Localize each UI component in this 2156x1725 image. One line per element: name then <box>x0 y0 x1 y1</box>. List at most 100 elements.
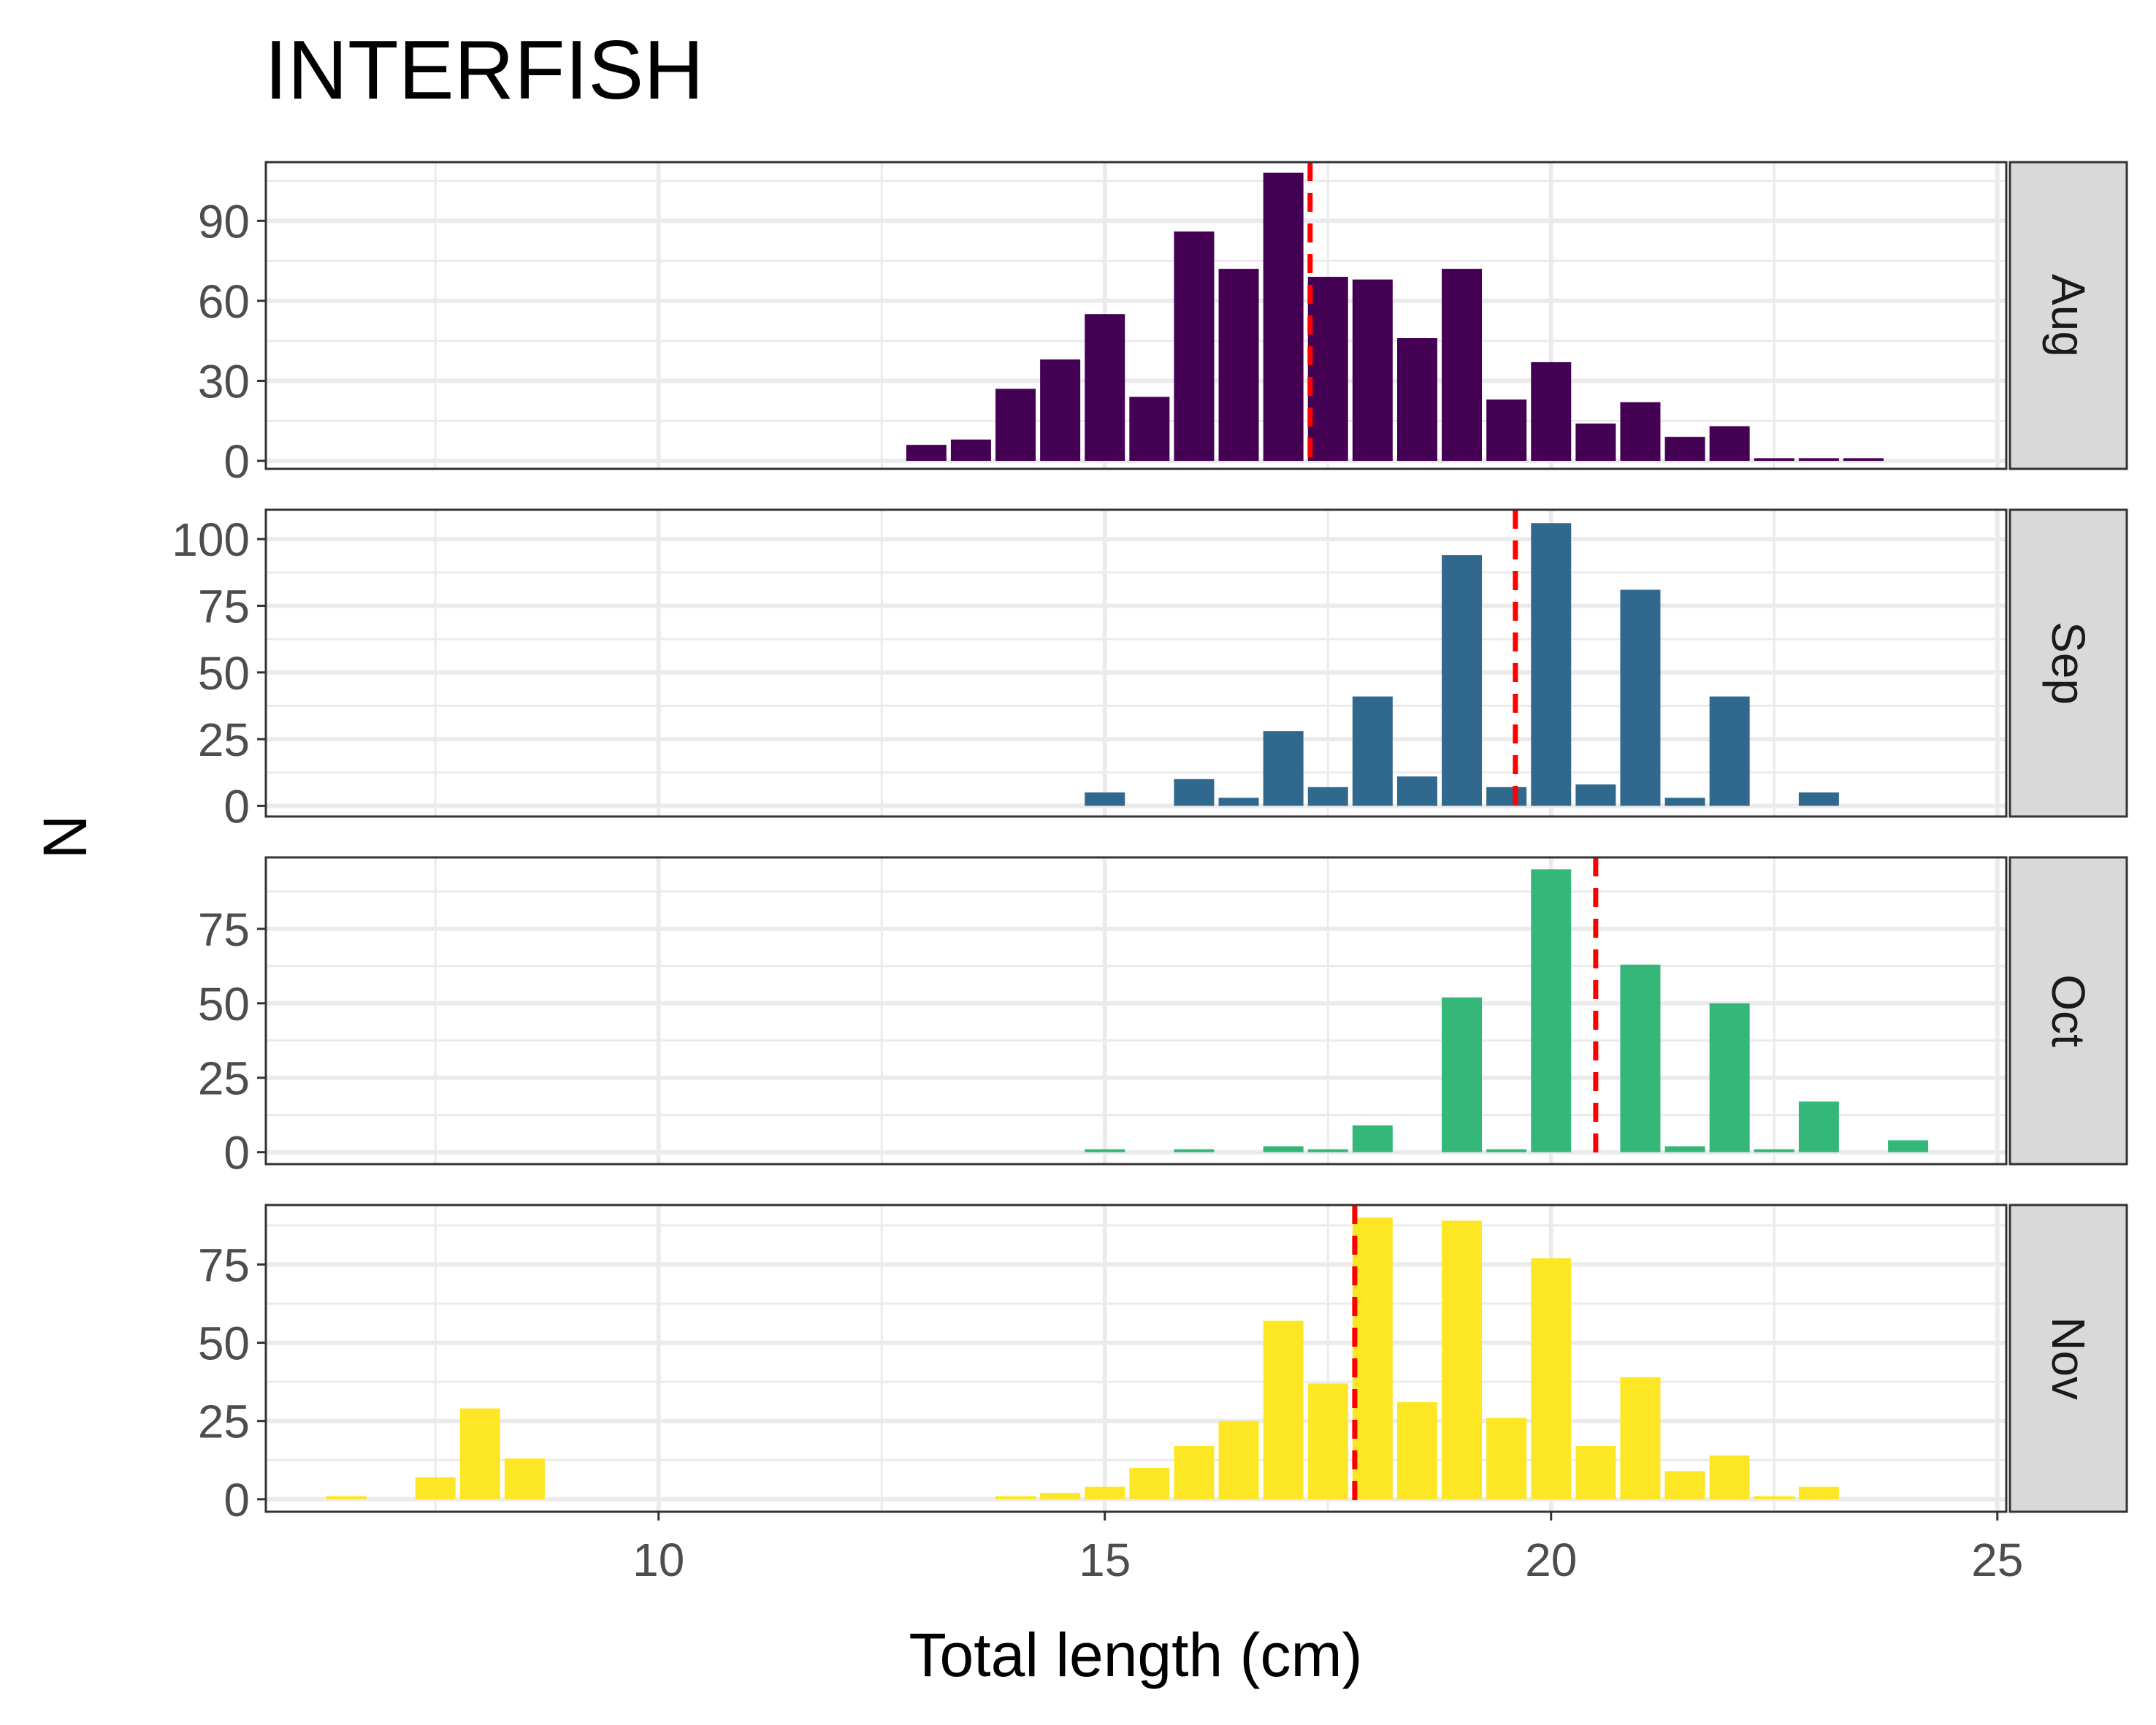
histogram-bar <box>1664 798 1705 806</box>
panel-border <box>264 1204 2008 1513</box>
histogram-bar <box>1396 1402 1437 1499</box>
histogram-bar <box>1352 1217 1393 1499</box>
y-tick-label: 75 <box>198 1239 250 1291</box>
histogram-bar <box>1263 1320 1304 1499</box>
histogram-bar <box>995 1496 1036 1499</box>
facet-strip <box>2008 508 2128 818</box>
histogram-bar <box>459 1408 500 1499</box>
y-tick-label: 0 <box>223 780 250 833</box>
histogram-bar <box>1352 1125 1393 1152</box>
y-tick-label: 60 <box>198 275 250 328</box>
histogram-bar <box>1307 787 1348 806</box>
y-tick-label: 25 <box>198 1052 250 1105</box>
histogram-bar <box>1218 798 1259 806</box>
y-tick-label: 30 <box>198 355 250 408</box>
panel-border <box>264 856 2008 1166</box>
histogram-bar <box>1040 1493 1081 1499</box>
histogram-bar <box>1174 779 1215 806</box>
histogram-bar <box>950 439 991 462</box>
histogram-bar <box>1442 997 1483 1152</box>
facet-strip <box>2008 161 2128 470</box>
facet-panels: 0 30 60 90 Aug 0 25 50 75 100 Sep 0 25 50 75 Oct 0 25 50 75… <box>172 161 2128 1526</box>
facet-strip-label: Aug <box>2042 274 2095 357</box>
histogram-bar <box>1396 776 1437 806</box>
x-tick-label: 15 <box>1079 1534 1131 1586</box>
histogram-bar <box>1307 1149 1348 1152</box>
histogram-bar <box>1263 1146 1304 1152</box>
histogram-bar <box>1531 523 1572 806</box>
y-axis-title: N <box>31 815 99 860</box>
y-tick-label: 100 <box>172 513 250 566</box>
histogram-bar <box>1620 402 1661 462</box>
histogram-bar <box>1620 1377 1661 1499</box>
histogram-bar <box>1620 589 1661 806</box>
histogram-bar <box>1575 423 1616 462</box>
histogram-bar <box>326 1496 367 1499</box>
histogram-bar <box>1531 362 1572 462</box>
histogram-bar <box>1575 784 1616 806</box>
histogram-bar <box>906 445 947 462</box>
panel-border <box>264 508 2008 818</box>
histogram-bar <box>1754 458 1794 462</box>
histogram-bar <box>1709 696 1750 806</box>
facet-strip-label: Nov <box>2042 1317 2095 1400</box>
histogram-bar <box>1174 1446 1215 1499</box>
histogram-bar <box>1085 792 1125 806</box>
histogram-bar <box>1085 1149 1125 1152</box>
histogram-bar <box>1664 437 1705 462</box>
histogram-bar <box>1085 1486 1125 1499</box>
histogram-bar <box>1174 231 1215 462</box>
y-tick-label: 50 <box>198 647 250 700</box>
histogram-bar <box>995 389 1036 462</box>
histogram-bar <box>1531 869 1572 1152</box>
histogram-bar <box>1754 1149 1794 1152</box>
histogram-bar <box>1486 787 1527 806</box>
histogram-bar <box>1352 696 1393 806</box>
facet-panel-oct: 0 25 50 75 Oct <box>198 856 2128 1179</box>
histogram-bar <box>1263 731 1304 806</box>
y-tick-label: 75 <box>198 903 250 956</box>
histogram-bar <box>1263 172 1304 462</box>
histogram-bar <box>1620 964 1661 1152</box>
histogram-bar <box>1486 1418 1527 1499</box>
histogram-bar <box>1396 338 1437 462</box>
x-axis: 10 15 20 25 <box>632 1512 2023 1586</box>
facet-strip-label: Sep <box>2042 621 2095 705</box>
y-tick-label: 0 <box>223 1127 250 1179</box>
histogram-bar <box>504 1458 545 1499</box>
facet-strip-label: Oct <box>2042 974 2095 1047</box>
histogram-bar <box>1307 277 1348 462</box>
histogram-bar <box>1129 397 1170 462</box>
y-tick-label: 0 <box>223 435 250 488</box>
facet-panel-aug: 0 30 60 90 Aug <box>198 161 2128 488</box>
y-tick-label: 25 <box>198 714 250 766</box>
histogram-bar <box>1664 1471 1705 1499</box>
histogram-bar <box>1352 279 1393 462</box>
y-tick-label: 90 <box>198 195 250 248</box>
histogram-bar <box>1486 399 1527 462</box>
facet-panel-nov: 0 25 50 75 Nov <box>198 1204 2128 1526</box>
histogram-bar <box>1664 1146 1705 1152</box>
histogram-bar <box>1888 1140 1929 1152</box>
histogram-bar <box>1709 1003 1750 1152</box>
y-tick-label: 75 <box>198 580 250 632</box>
histogram-bar <box>1798 792 1839 806</box>
histogram-bar <box>1307 1383 1348 1499</box>
histogram-bar <box>1843 458 1884 462</box>
y-tick-label: 25 <box>198 1396 250 1448</box>
y-tick-label: 50 <box>198 978 250 1030</box>
y-tick-label: 0 <box>223 1474 250 1526</box>
histogram-bar <box>1709 426 1750 462</box>
facet-strip <box>2008 1204 2128 1513</box>
histogram-bar <box>1486 1149 1527 1152</box>
histogram-bar <box>1709 1455 1750 1499</box>
x-axis-title: Total length (cm) <box>909 1621 1363 1689</box>
histogram-bar <box>1218 269 1259 462</box>
histogram-bar <box>1442 269 1483 462</box>
histogram-bar <box>1442 555 1483 806</box>
histogram-bar <box>1798 1486 1839 1499</box>
y-tick-label: 50 <box>198 1317 250 1370</box>
histogram-bar <box>1085 314 1125 462</box>
histogram-bar <box>1575 1446 1616 1499</box>
